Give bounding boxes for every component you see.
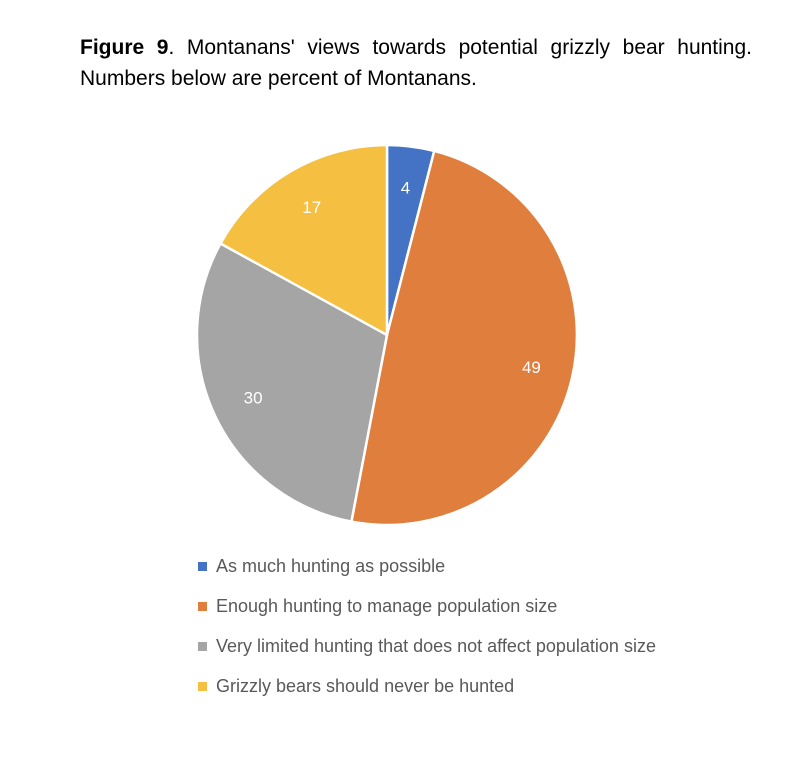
- figure-caption-text: . Montanans' views towards potential gri…: [80, 36, 752, 90]
- pie-slice-3: [195, 242, 389, 523]
- pie-slice-2: [350, 149, 579, 527]
- legend-item-4: Grizzly bears should never be hunted: [198, 666, 656, 706]
- chart-legend: As much hunting as possible Enough huntin…: [198, 546, 656, 706]
- legend-item-1: As much hunting as possible: [198, 546, 656, 586]
- figure-label: Figure 9: [80, 36, 169, 59]
- data-label-4: 17: [302, 198, 321, 217]
- data-label-3: 30: [244, 389, 263, 408]
- pie-slice-4: [219, 143, 389, 337]
- legend-swatch: [198, 601, 207, 611]
- legend-swatch: [198, 681, 207, 691]
- legend-label: Grizzly bears should never be hunted: [216, 675, 515, 696]
- figure-caption: Figure 9. Montanans' views towards poten…: [80, 32, 752, 94]
- data-label-2: 49: [522, 358, 541, 377]
- legend-label: Very limited hunting that does not affec…: [216, 635, 656, 656]
- legend-label: Enough hunting to manage population size: [216, 595, 558, 616]
- legend-swatch: [198, 641, 207, 651]
- legend-item-3: Very limited hunting that does not affec…: [198, 626, 656, 666]
- legend-label: As much hunting as possible: [216, 555, 446, 576]
- legend-swatch: [198, 561, 207, 571]
- data-label-1: 4: [401, 179, 410, 198]
- legend-item-2: Enough hunting to manage population size: [198, 586, 656, 626]
